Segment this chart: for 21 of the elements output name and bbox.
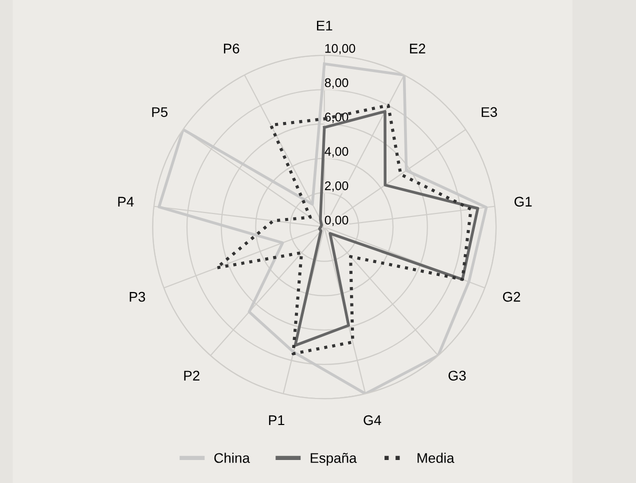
legend-label: España [310, 452, 357, 466]
spoke-label: G3 [448, 370, 466, 381]
legend-label: Media [418, 452, 454, 463]
y-tick-label: 8,00 [324, 78, 348, 89]
y-tick-label: 0,00 [324, 216, 348, 226]
y-tick-label: 2,00 [324, 181, 348, 192]
spoke-label: G1 [514, 196, 532, 207]
spoke-label: E1 [317, 20, 332, 30]
spoke-label: E2 [410, 44, 426, 54]
spoke-label: P3 [130, 292, 146, 302]
legend-label: China [214, 452, 250, 463]
y-tick-label: 4,00 [324, 147, 348, 158]
spoke-label: G4 [364, 415, 382, 426]
spoke-label: P4 [118, 196, 134, 206]
spoke-label: P1 [269, 415, 284, 425]
spoke-label: G2 [502, 292, 520, 302]
spoke-label: P2 [184, 370, 200, 380]
spoke-label: P5 [152, 107, 168, 118]
spoke-label: E3 [482, 107, 497, 118]
spoke-label: P6 [224, 44, 240, 54]
y-tick-label: 10,00 [325, 44, 356, 54]
